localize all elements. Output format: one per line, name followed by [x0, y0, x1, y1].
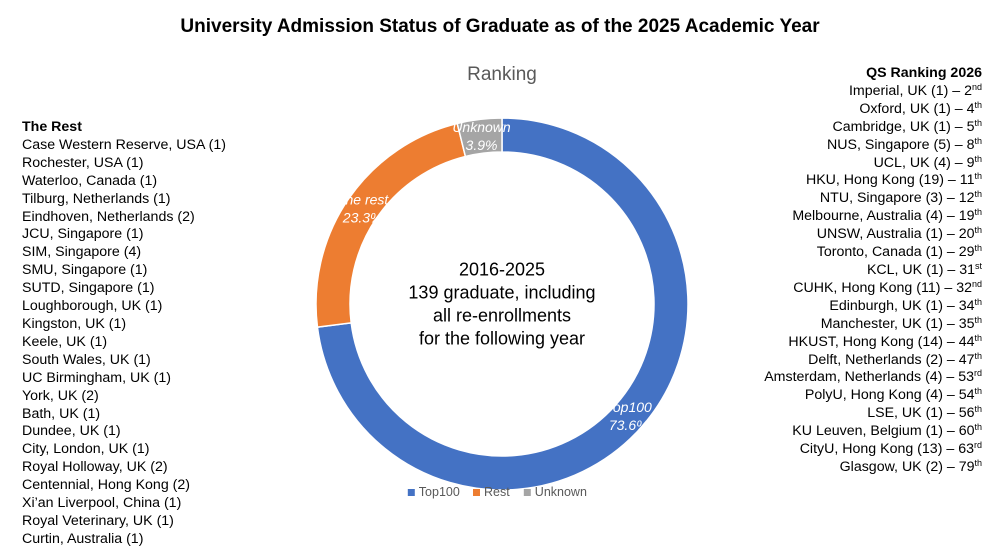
rest-list-item: Xi’an Liverpool, China (1)	[22, 495, 182, 512]
rest-list-item: Centennial, Hong Kong (2)	[22, 477, 190, 494]
rest-list-item: Case Western Reserve, USA (1)	[22, 136, 226, 153]
rest-list-item: Tilburg, Netherlands (1)	[22, 190, 171, 207]
qs-list-item: Edinburgh, UK (1) – 34th	[829, 296, 982, 314]
rest-list-item: SMU, Singapore (1)	[22, 262, 148, 279]
center-text-line: 2016-2025	[459, 260, 545, 280]
slice-unknown	[456, 117, 503, 158]
qs-list-item: CUHK, Hong Kong (11) – 32nd	[793, 278, 982, 296]
rest-list-item: City, London, UK (1)	[22, 441, 150, 458]
ranking-doughnut-chart: Ranking Top100 73.6% The rest 23.3% Unknown 3.…	[300, 55, 720, 515]
qs-list-item: NUS, Singapore (5) – 8th	[827, 135, 982, 153]
qs-list-item: Oxford, UK (1) – 4th	[859, 99, 982, 117]
rest-university-list: The Rest Case Western Reserve, USA (1) Ro…	[22, 119, 226, 549]
slice-label: The rest	[337, 191, 389, 207]
center-text-line: all re-enrollments	[433, 306, 571, 326]
rest-list-item: Bath, UK (1)	[22, 405, 101, 422]
rest-list-item: Keele, UK (1)	[22, 333, 108, 350]
rest-list-item: Royal Holloway, UK (2)	[22, 459, 168, 476]
qs-list-item: LSE, UK (1) – 56th	[867, 404, 982, 422]
center-text-line: 139 graduate, including	[408, 283, 595, 303]
slice-percent-label: 3.9%	[466, 137, 498, 153]
rest-list-header: The Rest	[22, 119, 82, 135]
chart-title: Ranking	[467, 64, 537, 85]
qs-list-item: UNSW, Australia (1) – 20th	[816, 225, 982, 243]
qs-list-item: PolyU, Hong Kong (4) – 54th	[804, 386, 982, 404]
legend-swatch-unknown	[523, 489, 531, 496]
qs-list-item: Manchester, UK (1) – 35th	[820, 314, 982, 332]
qs-list-item: Glasgow, UK (2) – 79th	[839, 457, 982, 475]
qs-list-item: KCL, UK (1) – 31st	[866, 260, 982, 278]
qs-list-item: Melbourne, Australia (4) – 19th	[792, 207, 982, 225]
legend-label-rest: Rest	[484, 485, 510, 499]
rest-list-item: Rochester, USA (1)	[22, 154, 144, 171]
qs-list-item: UCL, UK (4) – 9th	[873, 153, 982, 171]
rest-list-item: UC Birmingham, UK (1)	[22, 369, 171, 386]
qs-list-item: Cambridge, UK (1) – 5th	[832, 117, 982, 135]
qs-list-item: KU Leuven, Belgium (1) – 60th	[792, 422, 982, 440]
legend-swatch-top100	[407, 489, 415, 496]
center-text-line: for the following year	[419, 329, 585, 349]
slice-label: Unknown	[452, 119, 511, 135]
qs-ranking-list: QS Ranking 2026 Imperial, UK (1) – 2nd Ox…	[764, 65, 982, 477]
slice-percent-label: 23.3%	[342, 209, 383, 225]
rest-list-item: Kingston, UK (1)	[22, 315, 127, 332]
rest-list-item: Loughborough, UK (1)	[22, 298, 163, 315]
qs-list-item: HKU, Hong Kong (19) – 11th	[805, 171, 982, 189]
qs-list-item: HKUST, Hong Kong (14) – 44th	[788, 332, 982, 350]
qs-list-item: Toronto, Canada (1) – 29th	[816, 243, 982, 261]
slice-percent-label: 73.6%	[609, 417, 649, 433]
rest-list-item: South Wales, UK (1)	[22, 351, 151, 368]
legend-label-unknown: Unknown	[535, 485, 587, 499]
slice-top100	[316, 117, 689, 491]
rest-list-item: JCU, Singapore (1)	[22, 226, 144, 243]
rest-list-item: Eindhoven, Netherlands (2)	[22, 208, 195, 225]
qs-list-item: Delft, Netherlands (2) – 47th	[808, 350, 982, 368]
rest-list-item: Curtin, Australia (1)	[22, 530, 144, 547]
qs-list-item: CityU, Hong Kong (13) – 63rd	[799, 440, 982, 458]
qs-list-item: Imperial, UK (1) – 2nd	[848, 81, 982, 99]
qs-list-item: NTU, Singapore (3) – 12th	[819, 189, 982, 207]
rest-list-item: Waterloo, Canada (1)	[22, 172, 158, 189]
rest-list-item: York, UK (2)	[22, 387, 99, 404]
rest-list-item: Royal Veterinary, UK (1)	[22, 512, 174, 529]
rest-list-items: Case Western Reserve, USA (1) Rochester, …	[22, 137, 226, 549]
legend-swatch-rest	[473, 489, 480, 496]
qs-list-items: Imperial, UK (1) – 2nd Oxford, UK (1) – 4…	[764, 81, 982, 477]
qs-list-item: Amsterdam, Netherlands (4) – 53rd	[764, 368, 982, 386]
legend-label-top100: Top100	[419, 485, 460, 499]
rest-list-item: SUTD, Singapore (1)	[22, 280, 155, 297]
rest-list-item: Dundee, UK (1)	[22, 423, 121, 440]
chart-main-title: University Admission Status of Graduate …	[180, 16, 820, 37]
rest-list-item: SIM, Singapore (4)	[22, 244, 142, 261]
slice-label: Top100	[606, 399, 652, 415]
doughnut-svg: Ranking Top100 73.6% The rest 23.3% Unknown 3.…	[315, 64, 689, 499]
qs-list-header: QS Ranking 2026	[866, 65, 982, 81]
